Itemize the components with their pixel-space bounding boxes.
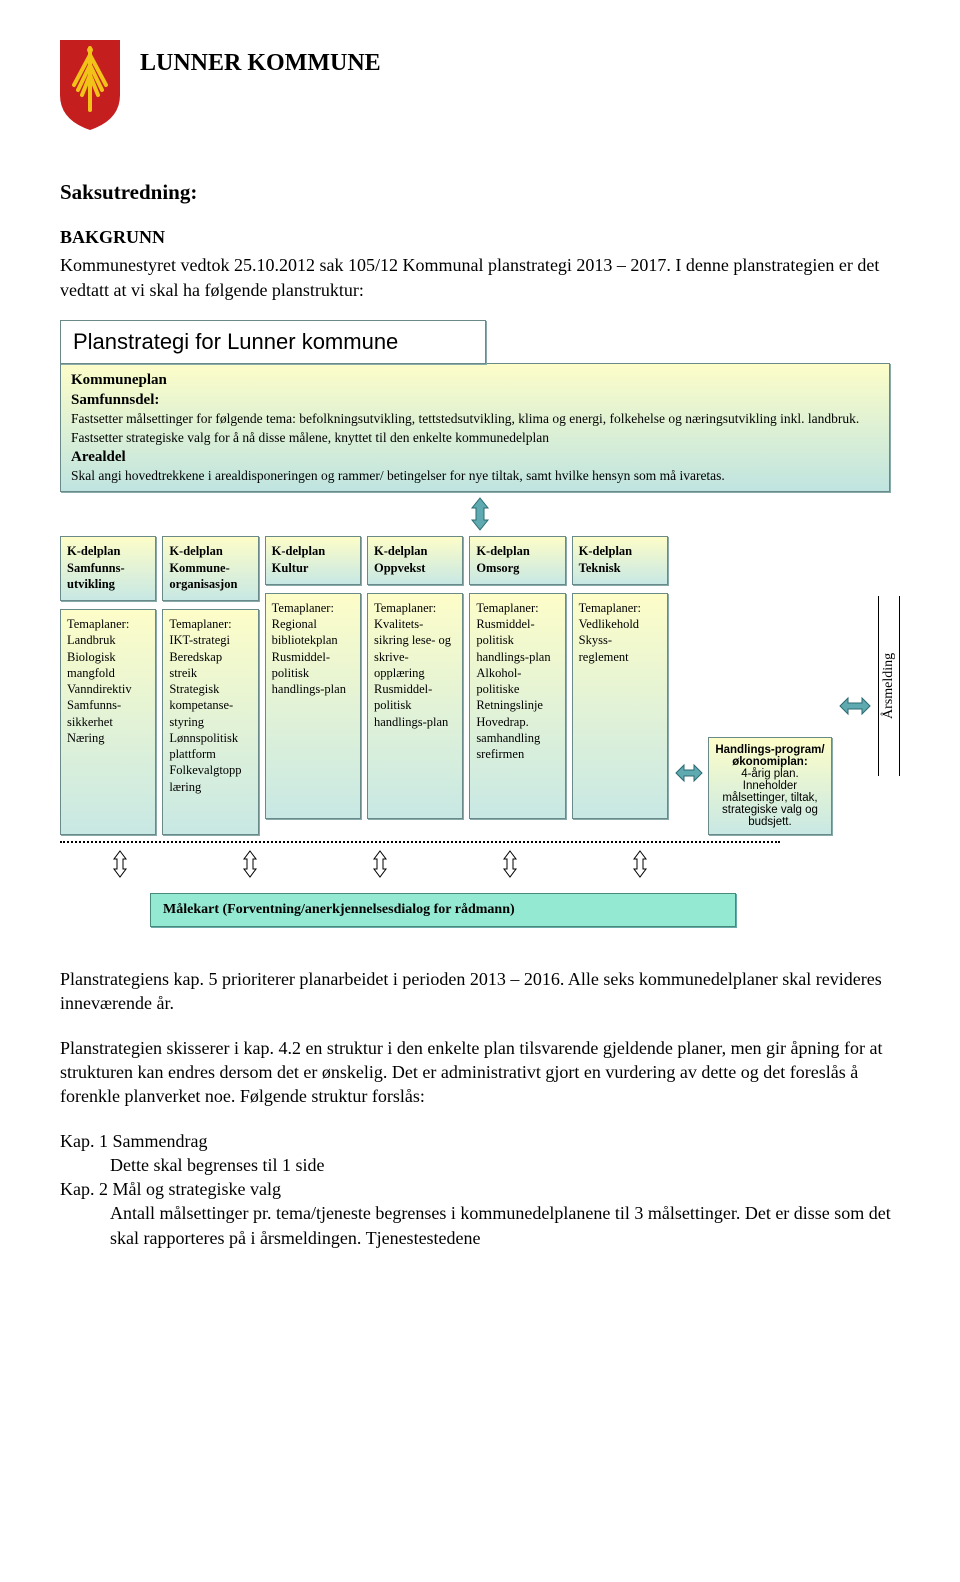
kommune-h2: Samfunnsdel: <box>71 390 879 410</box>
col-body-3: Temaplaner: Kvalitets-sikring lese- og s… <box>367 593 463 819</box>
kap-2: Kap. 2 Mål og strategiske valg Antall må… <box>60 1177 900 1250</box>
col-body-5: Temaplaner: Vedlikehold Skyss-reglement <box>572 593 668 819</box>
col-body-1: Temaplaner: IKT-strategi Beredskap strei… <box>162 609 258 835</box>
after-p2: Planstrategien skisserer i kap. 4.2 en s… <box>60 1036 900 1109</box>
col-4: K-delplan Omsorg Temaplaner: Rusmiddel-p… <box>469 536 565 835</box>
col-body-4: Temaplaner: Rusmiddel-politisk handlings… <box>469 593 565 819</box>
columns-row: K-delplan Samfunns-utvikling Temaplaner:… <box>60 536 900 835</box>
v-arrow-icon <box>110 849 130 879</box>
kommune-box: Kommuneplan Samfunnsdel: Fastsetter måls… <box>60 363 890 492</box>
aarsmelding-label: Årsmelding <box>878 596 900 776</box>
col-head-1: K-delplan Kommune-organisasjon <box>162 536 258 601</box>
bakgrunn-text: Kommunestyret vedtok 25.10.2012 sak 105/… <box>60 253 900 302</box>
v-arrow-icon <box>370 849 390 879</box>
v-arrow-icon <box>630 849 650 879</box>
diagram: Planstrategi for Lunner kommune Kommunep… <box>60 320 900 927</box>
double-arrow-icon <box>460 496 500 532</box>
section-title: Saksutredning: <box>60 180 900 205</box>
col-body-0: Temaplaner: Landbruk Biologisk mangfold … <box>60 609 156 835</box>
col-body-2: Temaplaner: Regional bibliotekplan Rusmi… <box>265 593 361 819</box>
kommune-t1: Fastsetter målsettinger for følgende tem… <box>71 410 879 446</box>
kap-2-body: Antall målsettinger pr. tema/tjeneste be… <box>110 1201 900 1250</box>
malekart-box: Målekart (Forventning/anerkjennelsesdial… <box>150 893 736 927</box>
diagram-title-box: Planstrategi for Lunner kommune <box>60 320 486 364</box>
bakgrunn-head: BAKGRUNN <box>60 225 900 249</box>
kap-1: Kap. 1 Sammendrag Dette skal begrenses t… <box>60 1129 900 1178</box>
handlings-head: Handlings-program/økonomiplan: <box>715 744 825 768</box>
dotted-divider <box>60 841 780 843</box>
col-head-0: K-delplan Samfunns-utvikling <box>60 536 156 601</box>
org-title: LUNNER KOMMUNE <box>140 50 381 77</box>
kap-1-head: Kap. 1 Sammendrag <box>60 1129 900 1153</box>
h-arrow-icon-2 <box>838 694 872 718</box>
after-p1: Planstrategiens kap. 5 prioriterer plana… <box>60 967 900 1016</box>
intro-block: BAKGRUNN Kommunestyret vedtok 25.10.2012… <box>60 225 900 302</box>
arrow-down <box>60 496 900 532</box>
col-head-5: K-delplan Teknisk <box>572 536 668 585</box>
kommune-t2: Skal angi hovedtrekkene i arealdisponeri… <box>71 467 879 485</box>
col-2: K-delplan Kultur Temaplaner: Regional bi… <box>265 536 361 835</box>
body-text: Planstrategiens kap. 5 prioriterer plana… <box>60 967 900 1250</box>
col-head-3: K-delplan Oppvekst <box>367 536 463 585</box>
crest-icon <box>60 40 120 130</box>
kommune-h3: Arealdel <box>71 447 879 467</box>
v-arrow-icon <box>500 849 520 879</box>
page-header: LUNNER KOMMUNE <box>60 40 900 130</box>
kommune-h1: Kommuneplan <box>71 370 879 390</box>
col-1: K-delplan Kommune-organisasjon Temaplane… <box>162 536 258 835</box>
handlings-text: 4-årig plan. Inneholder målsettinger, ti… <box>715 768 825 828</box>
col-head-4: K-delplan Omsorg <box>469 536 565 585</box>
arrows-under <box>110 849 900 879</box>
kap-1-body: Dette skal begrenses til 1 side <box>110 1153 900 1177</box>
col-5: K-delplan Teknisk Temaplaner: Vedlikehol… <box>572 536 668 835</box>
col-head-2: K-delplan Kultur <box>265 536 361 585</box>
h-arrow-icon <box>674 761 704 785</box>
v-arrow-icon <box>240 849 260 879</box>
col-3: K-delplan Oppvekst Temaplaner: Kvalitets… <box>367 536 463 835</box>
kap-2-head: Kap. 2 Mål og strategiske valg <box>60 1177 900 1201</box>
col-0: K-delplan Samfunns-utvikling Temaplaner:… <box>60 536 156 835</box>
handlings-box: Handlings-program/økonomiplan: 4-årig pl… <box>708 737 832 835</box>
